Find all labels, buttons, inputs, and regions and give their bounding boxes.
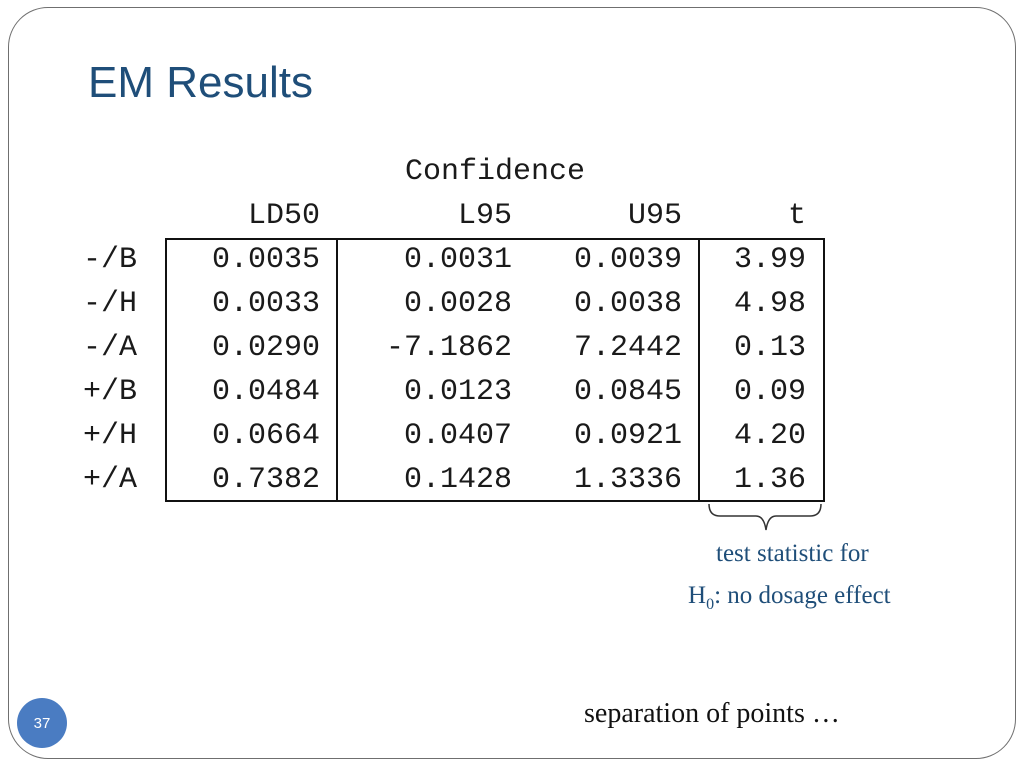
cell-l95: 0.0407 (403, 419, 512, 453)
cell-t: 0.13 (733, 331, 806, 365)
cell-t: 4.20 (733, 419, 806, 453)
row-label: +/A (83, 463, 138, 497)
cell-l95: 0.1428 (403, 463, 512, 497)
column-header-t: t (787, 199, 806, 233)
row-label: +/B (83, 375, 138, 409)
annotation-suffix: : no dosage effect (714, 582, 891, 609)
row-label: -/A (83, 331, 138, 365)
annotation-line-1: test statistic for (716, 540, 869, 567)
cell-u95: 0.0921 (573, 419, 682, 453)
row-label: -/B (83, 243, 138, 277)
cell-u95: 0.0039 (573, 243, 682, 277)
cell-t: 4.98 (733, 287, 806, 321)
cell-l95: -7.1862 (385, 331, 512, 365)
slide-title: EM Results (88, 58, 313, 107)
annotation-line-2: H0: no dosage effect (688, 582, 891, 614)
cell-ld50: 0.7382 (211, 463, 320, 497)
confidence-header: Confidence (405, 155, 586, 189)
column-header-u95: U95 (627, 199, 682, 233)
annotation-h: H (688, 582, 707, 609)
cell-u95: 0.0845 (573, 375, 682, 409)
brace-icon (708, 503, 822, 531)
cell-u95: 7.2442 (573, 331, 682, 365)
cell-u95: 1.3336 (573, 463, 682, 497)
footer-text: separation of points … (584, 698, 840, 729)
row-label: -/H (83, 287, 138, 321)
cell-ld50: 0.0484 (211, 375, 320, 409)
cell-u95: 0.0038 (573, 287, 682, 321)
t-box (698, 238, 825, 502)
cell-l95: 0.0028 (403, 287, 512, 321)
cell-t: 1.36 (733, 463, 806, 497)
page-number: 37 (17, 698, 67, 748)
annotation-subscript: 0 (706, 596, 715, 613)
column-header-l95: L95 (457, 199, 512, 233)
cell-ld50: 0.0664 (211, 419, 320, 453)
confidence-box (336, 238, 700, 502)
cell-t: 0.09 (733, 375, 806, 409)
cell-l95: 0.0031 (403, 243, 512, 277)
cell-t: 3.99 (733, 243, 806, 277)
ld50-box (165, 238, 338, 502)
slide-frame (8, 7, 1016, 759)
row-label: +/H (83, 419, 138, 453)
cell-l95: 0.0123 (403, 375, 512, 409)
cell-ld50: 0.0033 (211, 287, 320, 321)
column-header-ld50: LD50 (247, 199, 320, 233)
cell-ld50: 0.0290 (211, 331, 320, 365)
cell-ld50: 0.0035 (211, 243, 320, 277)
